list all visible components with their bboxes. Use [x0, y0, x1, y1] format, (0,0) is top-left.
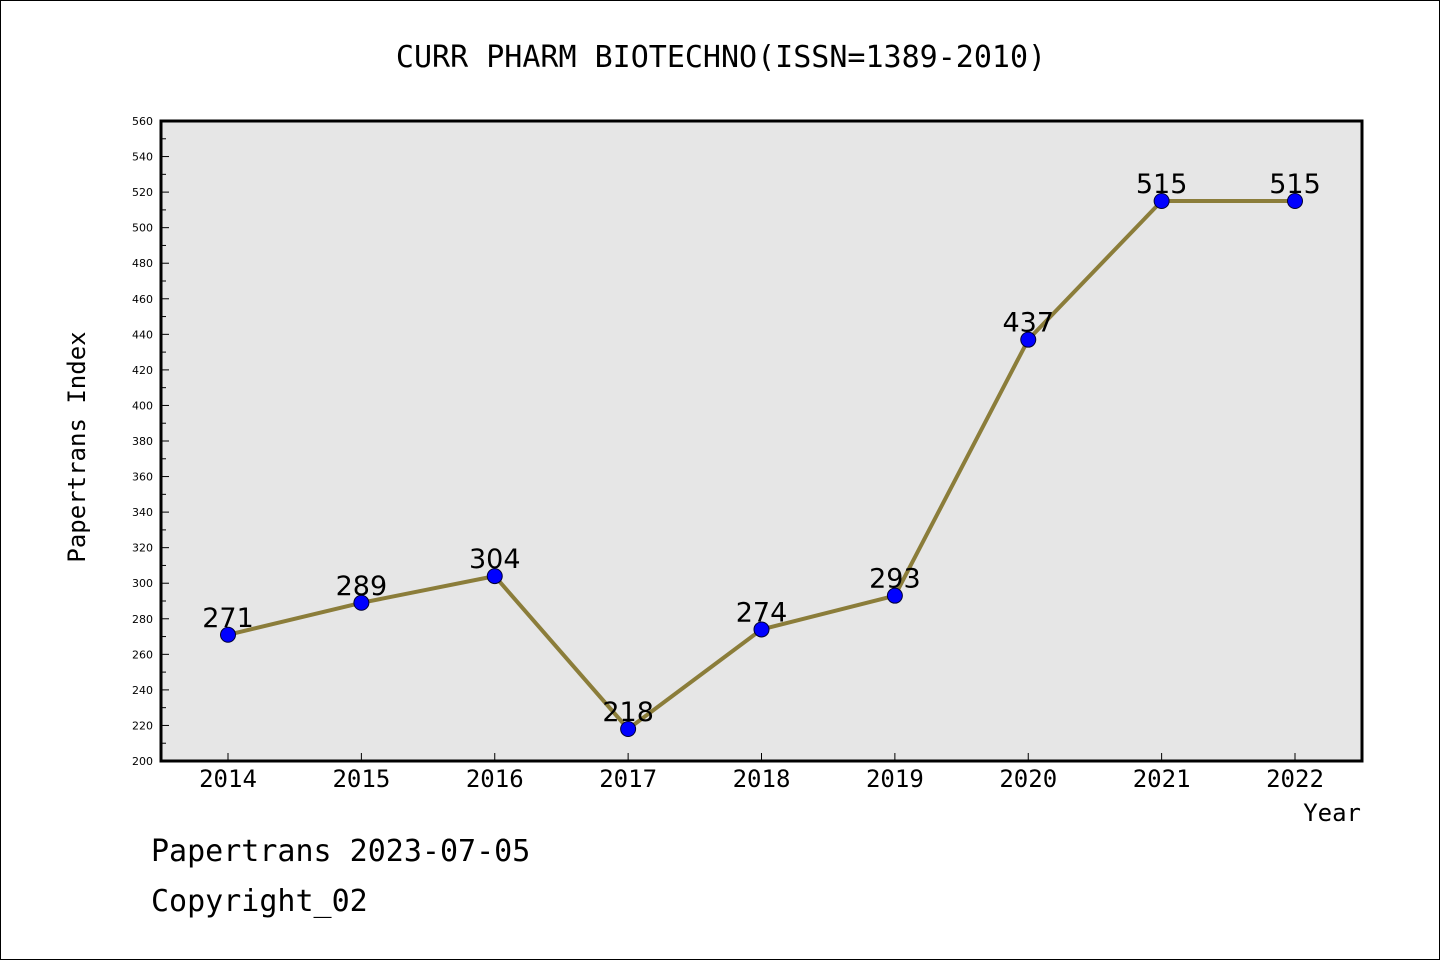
y-tick-label: 340: [132, 506, 153, 519]
y-tick-label: 300: [132, 577, 153, 590]
x-tick-label: 2014: [199, 765, 257, 793]
data-point: [886, 587, 903, 604]
y-axis-label: Papertrans Index: [63, 331, 91, 562]
y-tick-label: 380: [132, 435, 153, 448]
data-point: [353, 594, 370, 611]
series-line-group: [220, 193, 1303, 737]
data-label: 271: [202, 603, 254, 634]
x-tick-label: 2018: [733, 765, 791, 793]
data-point: [1287, 193, 1303, 209]
data-point: [620, 721, 637, 737]
footer-date: Papertrans 2023-07-05: [151, 834, 531, 869]
y-tick-label: 420: [132, 364, 153, 377]
footer-copyright: Copyright_02: [151, 884, 368, 919]
data-point: [220, 626, 236, 643]
y-tick-label: 520: [132, 186, 153, 199]
plot-area: [159, 119, 1364, 763]
chart-title: CURR PHARM BIOTECHNO(ISSN=1389-2010): [396, 40, 1046, 75]
y-axis: 200 220 240 260 280 300 320 340 360 380 400 420 440 4…: [132, 115, 169, 768]
data-label: 274: [736, 597, 788, 628]
x-tick-label: 2022: [1266, 765, 1324, 793]
y-tick-label: 540: [132, 151, 153, 164]
y-tick-label: 240: [132, 684, 153, 697]
y-tick-label: 460: [132, 293, 153, 306]
y-tick-label: 260: [132, 648, 153, 661]
y-tick-label: 220: [132, 719, 153, 732]
x-tick-label: 2019: [866, 765, 924, 793]
data-point: [1153, 193, 1170, 209]
y-tick-label: 440: [132, 328, 153, 341]
data-label: 304: [469, 544, 521, 575]
data-label: 437: [1002, 308, 1054, 339]
data-label: 218: [602, 697, 654, 728]
data-label: 289: [336, 571, 388, 602]
y-tick-label: 200: [132, 755, 153, 768]
x-tick-label: 2016: [466, 765, 524, 793]
y-tick-label: 500: [132, 222, 153, 235]
data-labels: 271 289 304 218 274 293 437 515 515: [202, 169, 1321, 728]
y-tick-label: 320: [132, 542, 153, 555]
y-tick-label: 280: [132, 613, 153, 626]
y-tick-label: 560: [132, 115, 153, 128]
x-tick-label: 2015: [332, 765, 390, 793]
y-tick-label: 480: [132, 257, 153, 270]
data-point: [753, 621, 770, 638]
x-tick-label: 2020: [999, 765, 1057, 793]
data-point: [486, 568, 503, 585]
y-tick-label: 400: [132, 399, 153, 412]
x-tick-label: 2021: [1133, 765, 1191, 793]
data-label: 293: [869, 564, 921, 595]
x-axis-label: Year: [1303, 799, 1361, 827]
x-axis: 2014 2015 2016 2017 2018 2019 2020 2021 2022: [199, 753, 1324, 793]
data-label: 515: [1269, 169, 1321, 200]
x-tick-label: 2017: [599, 765, 657, 793]
data-point: [1020, 331, 1037, 348]
data-label: 515: [1136, 169, 1188, 200]
y-tick-label: 360: [132, 471, 153, 484]
